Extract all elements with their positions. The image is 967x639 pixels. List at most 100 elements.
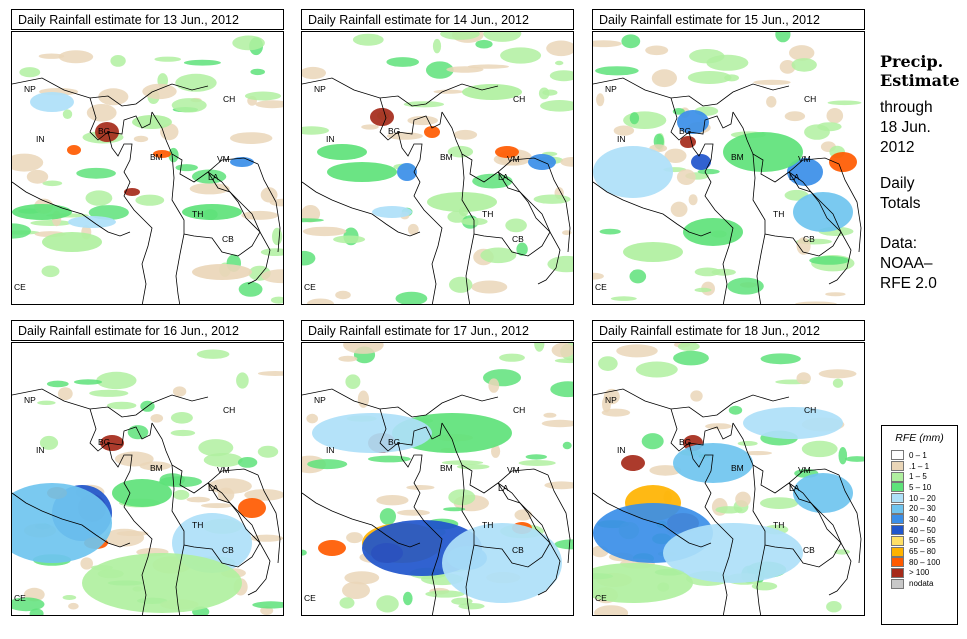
rainfall-area [818,369,857,379]
rainfall-cell [67,145,81,155]
country-label: TH [482,209,493,219]
country-border [207,171,271,285]
country-label: BM [440,152,453,162]
rainfall-area [172,386,187,397]
country-border [397,131,443,304]
rainfall-area [343,343,384,354]
rainfall-area [610,296,637,301]
rainfall-area [12,597,45,612]
rainfall-area [68,602,79,610]
panel-title: Daily Rainfall estimate for 18 Jun., 201… [592,320,865,341]
rainfall-area [483,32,522,42]
country-label: NP [314,395,326,405]
rainfall-area [30,220,72,226]
rainfall-cell [677,110,709,134]
rainfall-area [694,287,712,293]
rainfall-area [448,489,476,506]
rainfall-cell [370,108,394,126]
rainfall-area [596,93,605,107]
legend-item: 5 – 10 [891,482,940,493]
map-canvas: NP CH IN BG BM VM LA TH CB CE [302,32,573,304]
rainfall-area [76,167,116,179]
rainfall-cell [743,407,843,439]
country-border [593,181,712,237]
rainfall-area [241,210,279,220]
legend-title: RFE (mm) [895,432,944,444]
rainfall-area [302,549,307,556]
rainfall-cell [82,553,242,613]
rainfall-area [189,183,230,195]
country-label: IN [326,134,335,144]
rainfall-area [361,124,379,130]
map-canvas: NP CH IN BG BM VM LA TH CB CE [12,35,283,304]
country-border [593,492,712,548]
rainfall-area [346,532,363,544]
country-label: IN [36,445,45,455]
legend-label: 40 – 50 [909,525,936,535]
rainfall-area [344,571,380,585]
rainfall-area [357,390,369,408]
legend-swatch [891,503,904,514]
country-label: VM [507,465,520,475]
rainfall-area [801,440,838,458]
legend-swatch [891,557,904,568]
country-label: CH [804,405,816,415]
country-label: BM [150,152,163,162]
country-label: VM [798,154,811,164]
country-label: CE [595,282,607,292]
rainfall-area [42,180,63,187]
rainfall-area [12,153,44,172]
rainfall-area [395,291,428,304]
rainfall-cell [593,563,693,603]
legend-label: 20 – 30 [909,504,936,514]
rainfall-area [540,100,573,112]
rainfall-map: NP CH IN BG BM VM LA TH CB CE [11,342,284,616]
rainfall-area [804,124,830,140]
rainfall-cell [192,264,252,280]
rainfall-map: NP CH IN BG BM VM LA TH CB CE [301,31,574,305]
rainfall-area [480,247,517,264]
rainfall-area [386,57,419,67]
country-border [89,97,153,141]
rainfall-cell [124,188,140,196]
panel-title: Daily Rainfall estimate for 16 Jun., 201… [11,320,284,341]
rainfall-cell [42,232,102,252]
legend-swatch [891,482,904,493]
legend-swatch [891,450,904,461]
rainfall-area [598,356,618,371]
legend-swatch [891,567,904,578]
rainfall-area [89,389,129,397]
rainfall-area [376,495,409,506]
rainfall-area [425,590,465,598]
country-label: TH [773,209,784,219]
rainfall-area [795,301,837,304]
panel-title: Daily Rainfall estimate for 15 Jun., 201… [592,9,865,30]
rainfall-area [541,419,573,428]
rainfall-area [73,379,103,385]
rainfall-area [602,395,611,413]
sidebar-title: Precip. Estimate [880,52,960,90]
rainfall-area [270,296,283,304]
rainfall-area [150,414,164,423]
legend-swatch [891,471,904,482]
country-label: BG [679,126,691,136]
rainfall-area [613,125,635,136]
rainfall-area [505,218,527,233]
rainfall-area [159,473,185,486]
country-border [593,388,790,418]
legend-item: 40 – 50 [891,525,940,536]
rainfall-area [441,460,484,465]
rainfall-area [525,454,547,460]
country-label: CB [803,234,815,244]
country-border [12,181,131,237]
legend-label: 10 – 20 [909,493,936,503]
rainfall-area [453,129,478,140]
panel-title: Daily Rainfall estimate for 13 Jun., 201… [11,9,284,30]
country-label: NP [24,395,36,405]
country-label: IN [617,445,626,455]
rainfall-area [676,169,696,186]
rainfall-cell [793,473,853,513]
country-border [12,492,131,548]
rainfall-area [551,343,573,358]
rainfall-area [96,371,137,390]
